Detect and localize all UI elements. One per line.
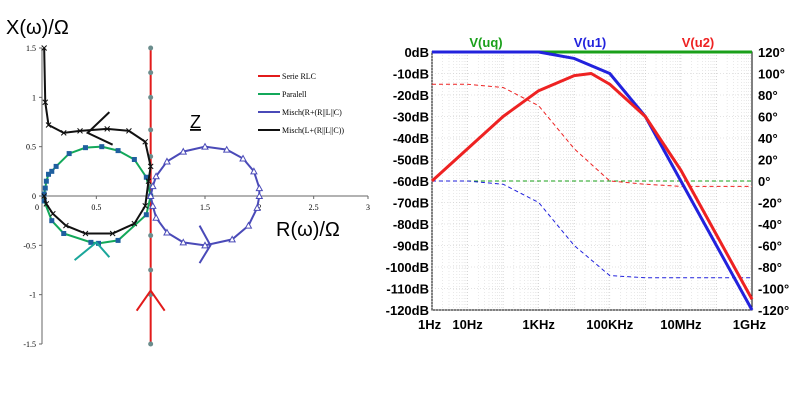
y-tick-label: -1 [29, 291, 36, 300]
data-point-serie-rlc [148, 233, 153, 238]
right-y-tick-label: 100° [758, 67, 785, 82]
trace-label-u2: V(u2) [682, 35, 715, 50]
left-y-tick-label: -100dB [386, 260, 429, 275]
legend-label: Serie RLC [282, 72, 316, 81]
left-y-tick-label: -20dB [393, 88, 429, 103]
data-point-parallel [49, 218, 54, 223]
x-tick-label: 100KHz [586, 317, 633, 332]
x-tick-label: 10Hz [452, 317, 483, 332]
y-tick-label: 0.5 [26, 143, 36, 152]
left-y-tick-label: -30dB [393, 110, 429, 125]
data-point-parallel [144, 212, 149, 217]
data-point-parallel [67, 151, 72, 156]
data-point-serie-rlc [148, 46, 153, 51]
x-tick-label: 3 [366, 203, 370, 212]
data-point-parallel [44, 179, 49, 184]
right-y-tick-label: 60° [758, 110, 778, 125]
data-point-parallel [132, 157, 137, 162]
left-y-tick-label: -50dB [393, 153, 429, 168]
data-point-parallel [116, 148, 121, 153]
legend-label: Misch(L+(R||L||C)) [282, 126, 344, 135]
data-point-serie-rlc [148, 70, 153, 75]
left-y-tick-label: -90dB [393, 239, 429, 254]
x-tick-label: 1Hz [418, 317, 442, 332]
right-y-tick-label: -40° [758, 217, 782, 232]
data-point-parallel [99, 144, 104, 149]
data-point-serie-rlc [148, 342, 153, 347]
x-tick-label: 10MHz [660, 317, 702, 332]
data-point-serie-rlc [148, 268, 153, 273]
data-point-parallel [116, 238, 121, 243]
data-point-parallel [49, 169, 54, 174]
left-y-tick-label: -110dB [386, 282, 429, 297]
right-y-tick-label: -120° [758, 303, 789, 318]
x-tick-label: 0 [35, 203, 39, 212]
left-y-tick-label: -70dB [393, 196, 429, 211]
data-point-parallel [61, 231, 66, 236]
x-tick-label: 2.5 [309, 203, 319, 212]
trace-label-u1: V(u1) [574, 35, 607, 50]
left-y-tick-label: -10dB [393, 67, 429, 82]
impedance-annotation: Z [190, 112, 201, 132]
left-y-tick-label: -120dB [386, 303, 429, 318]
legend-label: Paralell [282, 90, 307, 99]
data-point-serie-rlc [148, 127, 153, 132]
trace-label-uq: V(uq) [469, 35, 502, 50]
impedance-plot: 1.510.50-0.5-1-1.5 00.511.522.53 X(ω)/Ω … [6, 17, 370, 349]
y-tick-label: -0.5 [23, 241, 36, 250]
right-y-tick-label: 0° [758, 174, 770, 189]
x-tick-label: 1GHz [733, 317, 767, 332]
right-y-tick-label: -20° [758, 196, 782, 211]
data-point-parallel [54, 164, 59, 169]
left-y-tick-label: -40dB [393, 131, 429, 146]
y-tick-label: 1.5 [26, 44, 36, 53]
right-y-tick-label: -60° [758, 239, 782, 254]
right-y-tick-label: -80° [758, 260, 782, 275]
data-point-parallel [83, 145, 88, 150]
x-tick-label: 1.5 [200, 203, 210, 212]
right-y-tick-label: 80° [758, 88, 778, 103]
data-point-serie-rlc [148, 95, 153, 100]
x-tick-label: 1KHz [522, 317, 555, 332]
y-tick-label: 1 [32, 93, 36, 102]
y-axis-label: X(ω)/Ω [6, 17, 69, 39]
x-tick-label: 0.5 [91, 203, 101, 212]
bode-plot: 0dB -10dB -20dB -30dB -40dB -50dB -60dB -70dB -8… [386, 35, 790, 332]
x-axis-label: R(ω)/Ω [276, 219, 340, 241]
left-y-tick-label: -80dB [393, 217, 429, 232]
left-y-tick-label: -60dB [393, 174, 429, 189]
y-tick-label: -1.5 [23, 340, 36, 349]
right-y-tick-label: 20° [758, 153, 778, 168]
right-y-tick-label: -100° [758, 282, 789, 297]
legend-label: Misch(R+(R||L||C) [282, 108, 342, 117]
left-y-tick-label: 0dB [404, 45, 429, 60]
right-y-tick-label: 120° [758, 45, 785, 60]
right-y-tick-label: 40° [758, 131, 778, 146]
y-tick-label: 0 [32, 192, 36, 201]
data-point-parallel [43, 186, 48, 191]
